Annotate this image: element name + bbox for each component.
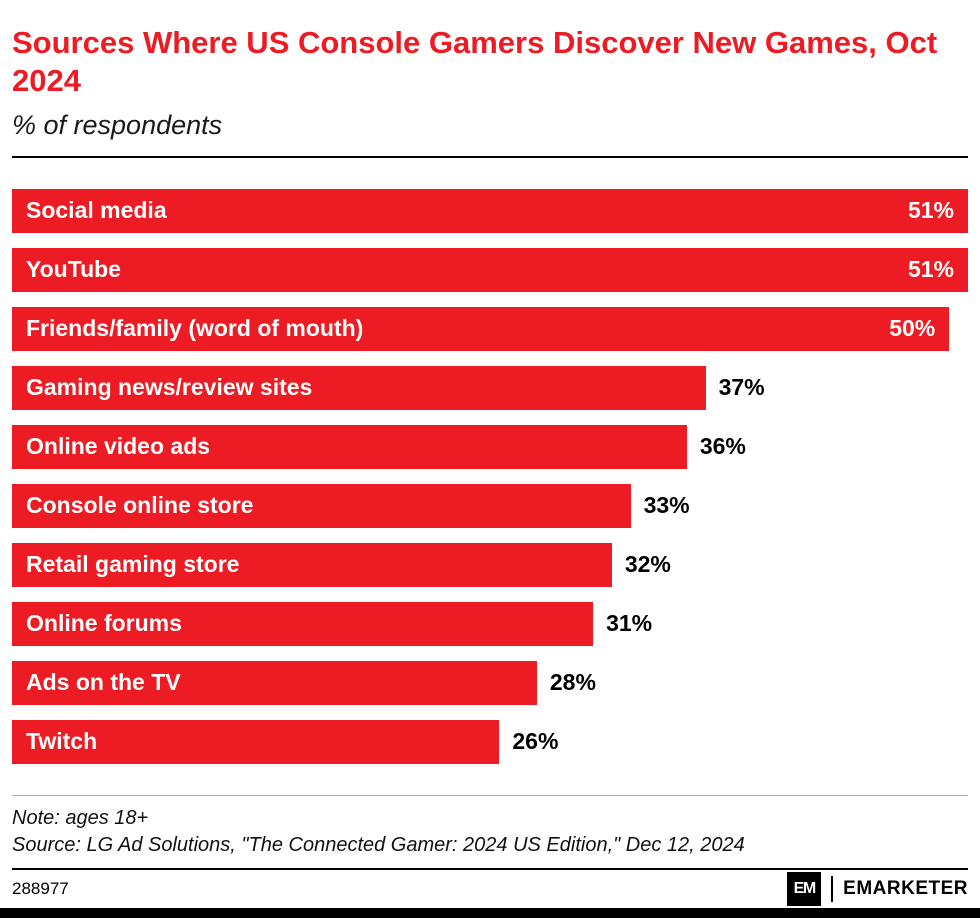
chart-title: Sources Where US Console Gamers Discover… bbox=[12, 25, 938, 99]
chart-subtitle: % of respondents bbox=[12, 109, 223, 140]
notes-divider bbox=[12, 794, 968, 796]
bottom-black-bar bbox=[0, 908, 980, 918]
bar-row: Ads on the TV 28% bbox=[12, 660, 968, 705]
bar-value-label: 32% bbox=[624, 551, 671, 578]
bar-category-label: YouTube bbox=[26, 256, 121, 283]
bar-value-label: 36% bbox=[699, 433, 746, 460]
footnotes: Note: ages 18+ Source: LG Ad Solutions, … bbox=[12, 805, 968, 859]
bar-row: Gaming news/review sites 37% bbox=[12, 365, 968, 410]
bar-value-label: 33% bbox=[643, 492, 690, 519]
bar-row: Social media 51% bbox=[12, 188, 968, 233]
bar: Friends/family (word of mouth) 50% bbox=[12, 306, 950, 351]
bar-value-label: 51% bbox=[907, 256, 954, 283]
bar-row: Online forums 31% bbox=[12, 601, 968, 646]
chart-content: Sources Where US Console Gamers Discover… bbox=[12, 25, 968, 870]
bar-category-label: Console online store bbox=[26, 492, 254, 519]
bar-category-label: Gaming news/review sites bbox=[26, 374, 313, 401]
bar-category-label: Social media bbox=[26, 197, 167, 224]
bar-value-label: 26% bbox=[512, 728, 559, 755]
bar-category-label: Twitch bbox=[26, 728, 98, 755]
bar: Gaming news/review sites bbox=[12, 365, 706, 410]
bar-category-label: Retail gaming store bbox=[26, 551, 240, 578]
bar-chart: Social media 51% YouTube 51% Friends/family … bbox=[12, 188, 968, 764]
brand-lockup: EM EMARKETER bbox=[787, 871, 968, 906]
bar: Retail gaming store bbox=[12, 542, 612, 587]
bar-value-label: 31% bbox=[606, 610, 653, 637]
brand-name: EMARKETER bbox=[843, 877, 968, 899]
footer: 288977 EM EMARKETER bbox=[0, 870, 980, 908]
bar-category-label: Ads on the TV bbox=[26, 669, 181, 696]
bar-value-label: 51% bbox=[907, 197, 954, 224]
bar-value-label: 28% bbox=[549, 669, 596, 696]
brand-divider bbox=[831, 875, 834, 902]
bar-category-label: Friends/family (word of mouth) bbox=[26, 315, 364, 342]
bar: Online forums bbox=[12, 601, 594, 646]
bar: Twitch bbox=[12, 719, 500, 764]
bar-row: Retail gaming store 32% bbox=[12, 542, 968, 587]
footer-divider bbox=[12, 867, 968, 870]
bar-row: Console online store 33% bbox=[12, 483, 968, 528]
bar-row: Twitch 26% bbox=[12, 719, 968, 764]
bar-category-label: Online forums bbox=[26, 610, 182, 637]
bar: Console online store bbox=[12, 483, 631, 528]
bar: Ads on the TV bbox=[12, 660, 537, 705]
bar-row: Online video ads 36% bbox=[12, 424, 968, 469]
note-text: Note: ages 18+ bbox=[12, 806, 149, 829]
bar: Online video ads bbox=[12, 424, 687, 469]
emarketer-logo-icon: EM bbox=[787, 871, 822, 906]
bar-value-label: 37% bbox=[718, 374, 765, 401]
bar-category-label: Online video ads bbox=[26, 433, 211, 460]
bar-value-label: 50% bbox=[889, 315, 936, 342]
bar-row: YouTube 51% bbox=[12, 247, 968, 292]
source-text: Source: LG Ad Solutions, "The Connected … bbox=[12, 833, 745, 856]
bar: YouTube 51% bbox=[12, 247, 968, 292]
bar: Social media 51% bbox=[12, 188, 968, 233]
chart-id: 288977 bbox=[12, 878, 69, 898]
bar-row: Friends/family (word of mouth) 50% bbox=[12, 306, 968, 351]
header-divider bbox=[12, 155, 968, 158]
